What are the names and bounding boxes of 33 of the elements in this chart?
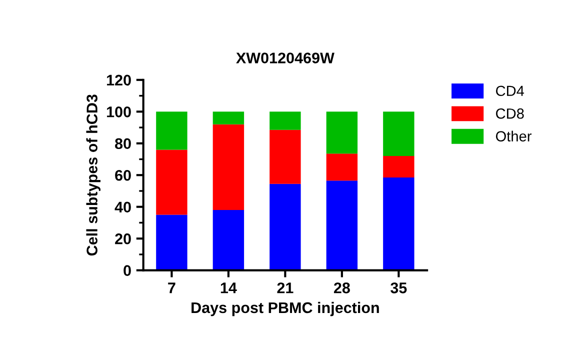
chart-title: XW0120469W xyxy=(236,52,334,64)
bar xyxy=(212,112,244,124)
legend-label: CD4 xyxy=(496,86,524,96)
bar xyxy=(326,180,358,270)
bar xyxy=(156,214,188,270)
x-axis-title: Days post PBMC injection xyxy=(192,302,379,316)
bar xyxy=(383,156,414,178)
y-axis-title: Cell subtypes of hCD3 xyxy=(86,94,100,256)
bar xyxy=(383,177,414,270)
y-tick-label: 40 xyxy=(114,202,131,213)
bar xyxy=(212,124,244,210)
bar xyxy=(326,154,358,181)
y-tick-label: 120 xyxy=(106,74,131,86)
legend-label: Other xyxy=(496,130,532,142)
bar xyxy=(212,210,244,270)
bar xyxy=(270,112,301,130)
bar xyxy=(156,150,188,215)
legend-label: CD8 xyxy=(496,108,524,119)
bar xyxy=(326,112,358,154)
bar xyxy=(156,112,188,150)
y-tick-label: 100 xyxy=(106,106,131,118)
x-tick-label: 14 xyxy=(220,282,237,294)
x-tick-label: 7 xyxy=(168,282,176,294)
bar xyxy=(270,130,301,184)
bar xyxy=(383,112,414,156)
y-tick-label: 0 xyxy=(124,265,131,276)
y-tick-label: 60 xyxy=(115,170,131,181)
x-tick-label: 21 xyxy=(277,282,294,294)
y-tick-label: 20 xyxy=(115,233,131,244)
y-tick-label: 80 xyxy=(115,138,131,150)
x-tick-label: 35 xyxy=(390,282,407,294)
bar xyxy=(270,184,301,270)
x-tick-label: 28 xyxy=(334,282,350,294)
